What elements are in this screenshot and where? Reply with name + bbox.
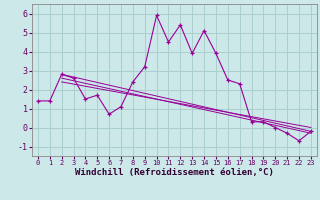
X-axis label: Windchill (Refroidissement éolien,°C): Windchill (Refroidissement éolien,°C): [75, 168, 274, 177]
